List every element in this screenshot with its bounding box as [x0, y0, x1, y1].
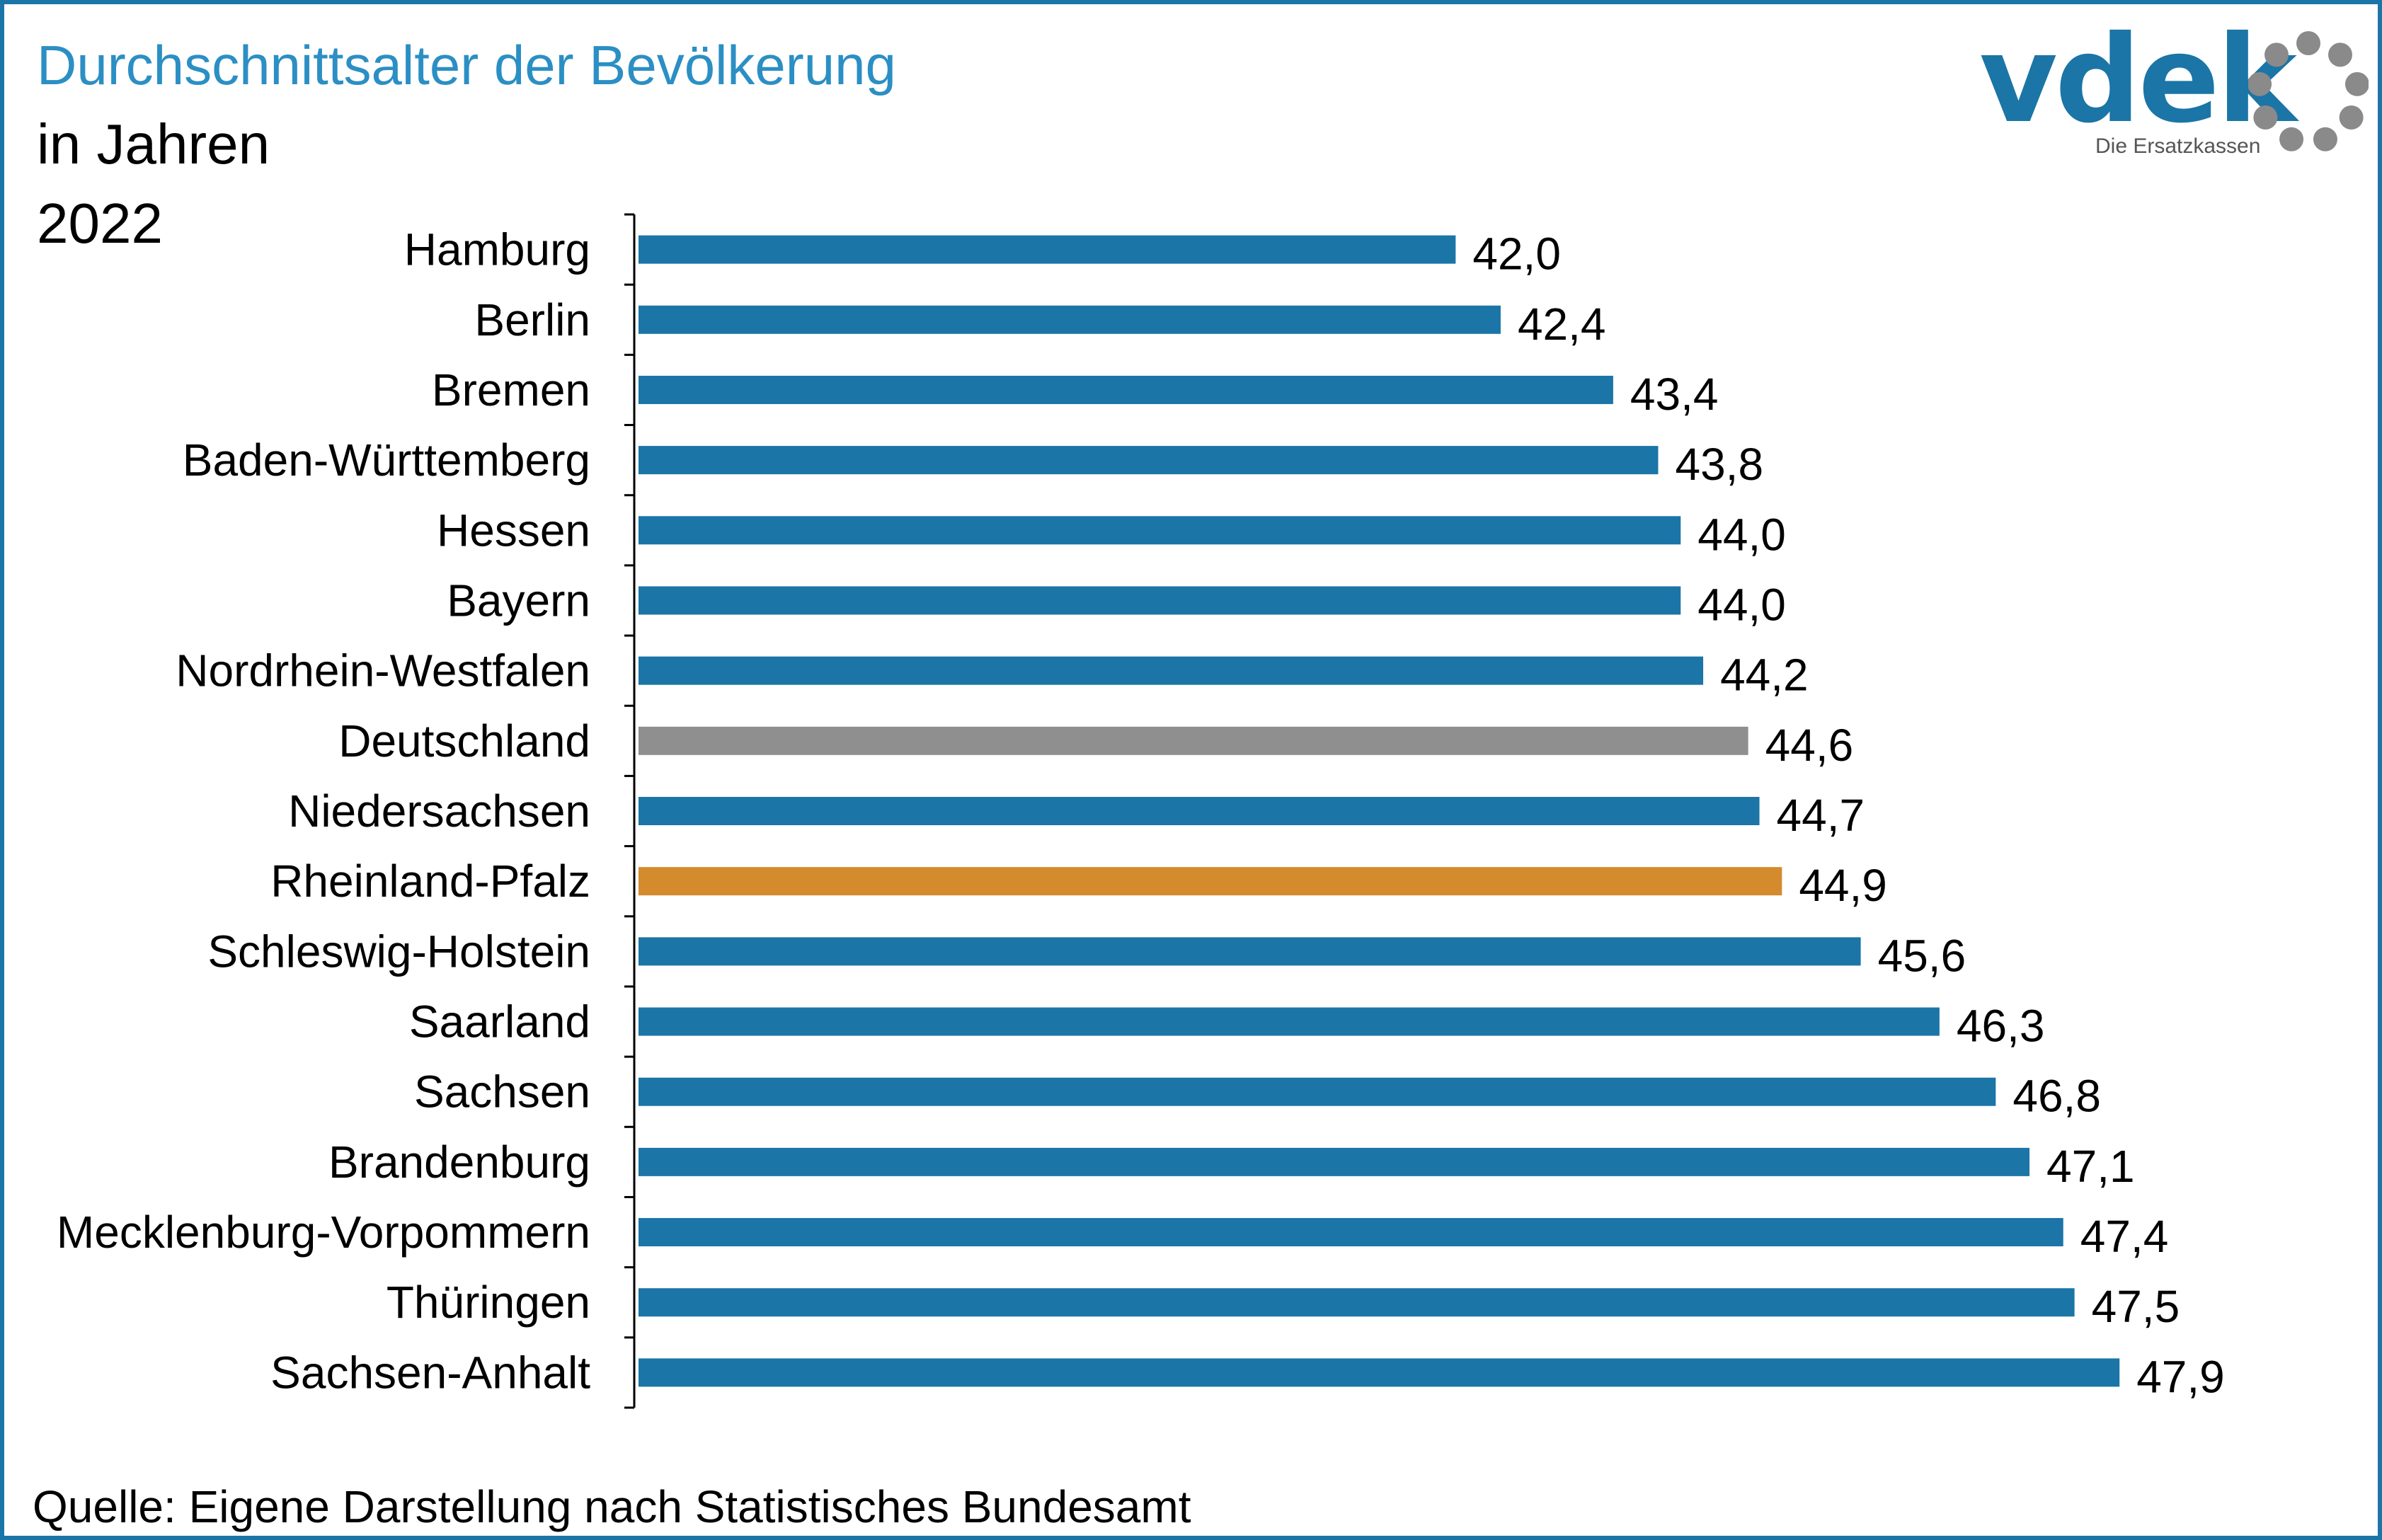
bar — [639, 1007, 1940, 1036]
bar — [639, 1358, 2120, 1387]
bar — [639, 1218, 2063, 1247]
value-label: 47,9 — [2136, 1351, 2225, 1402]
bar-chart: Hamburg 42,0 Berlin 42,4 Bremen 43,4 Baden-Wür… — [57, 213, 2225, 1409]
category-label: Nordrhein-Westfalen — [176, 645, 590, 696]
bar — [639, 656, 1704, 685]
bar — [639, 726, 1748, 755]
bar — [639, 235, 1456, 264]
category-label: Schleswig-Holstein — [207, 926, 590, 977]
logo-ring-dot — [2339, 105, 2364, 130]
bar — [639, 1288, 2075, 1317]
value-label: 44,9 — [1799, 860, 1887, 911]
category-label: Bayern — [447, 575, 590, 626]
category-label: Baden-Württemberg — [183, 435, 590, 485]
logo-ring-dot — [2296, 31, 2320, 55]
bar — [639, 586, 1681, 615]
value-label: 46,3 — [1957, 1001, 2045, 1052]
value-label: 47,5 — [2092, 1281, 2180, 1332]
bar — [639, 516, 1681, 545]
category-label: Saarland — [409, 996, 590, 1047]
category-label: Bremen — [432, 364, 590, 415]
value-label: 44,7 — [1777, 790, 1865, 841]
chart-year: 2022 — [37, 192, 163, 255]
bar — [639, 797, 1760, 825]
logo-ring-icon — [2248, 31, 2369, 151]
logo-ring-dot — [2264, 42, 2289, 67]
category-label: Berlin — [474, 294, 590, 345]
category-label: Sachsen-Anhalt — [270, 1347, 590, 1398]
bar — [639, 867, 1782, 896]
category-label: Sachsen — [414, 1067, 590, 1117]
value-label: 43,8 — [1675, 439, 1763, 490]
logo-ring-dot — [2344, 71, 2369, 96]
value-label: 47,4 — [2080, 1211, 2169, 1262]
value-label: 42,0 — [1472, 229, 1561, 280]
category-label: Rheinland-Pfalz — [270, 856, 590, 907]
logo-wordmark: vdek — [1979, 10, 2297, 150]
logo-tagline: Die Ersatzkassen — [2095, 134, 2261, 158]
value-label: 43,4 — [1630, 369, 1719, 420]
category-label: Hamburg — [404, 224, 590, 275]
category-label: Brandenburg — [328, 1137, 590, 1188]
logo-ring-dot — [2248, 71, 2272, 96]
bar — [639, 1147, 2030, 1176]
value-label: 46,8 — [2012, 1071, 2101, 1122]
source-note: Quelle: Eigene Darstellung nach Statisti… — [33, 1481, 1191, 1532]
bar — [639, 1077, 1996, 1106]
vdek-logo: vdek Die Ersatzkassen — [1972, 20, 2369, 167]
logo-ring-dot — [2253, 105, 2278, 130]
category-label: Niedersachsen — [288, 786, 590, 837]
value-label: 44,0 — [1697, 579, 1786, 630]
value-label: 44,2 — [1720, 650, 1809, 701]
bar — [639, 937, 1861, 966]
bar — [639, 305, 1501, 334]
logo-ring-dot — [2313, 127, 2337, 151]
value-label: 44,6 — [1765, 720, 1854, 771]
value-label: 42,4 — [1518, 299, 1606, 350]
bar — [639, 446, 1659, 475]
value-label: 45,6 — [1878, 930, 1966, 981]
category-label: Thüringen — [386, 1277, 590, 1328]
value-label: 47,1 — [2046, 1141, 2135, 1192]
category-label: Hessen — [437, 505, 590, 556]
bar — [639, 375, 1613, 404]
chart-subtitle: in Jahren — [37, 113, 270, 176]
logo-ring-dot — [2327, 42, 2352, 67]
category-label: Deutschland — [338, 716, 590, 766]
value-label: 44,0 — [1697, 509, 1786, 560]
category-label: Mecklenburg-Vorpommern — [57, 1207, 590, 1258]
chart-title: Durchschnittsalter der Bevölkerung — [37, 34, 896, 96]
logo-ring-dot — [2279, 127, 2304, 151]
